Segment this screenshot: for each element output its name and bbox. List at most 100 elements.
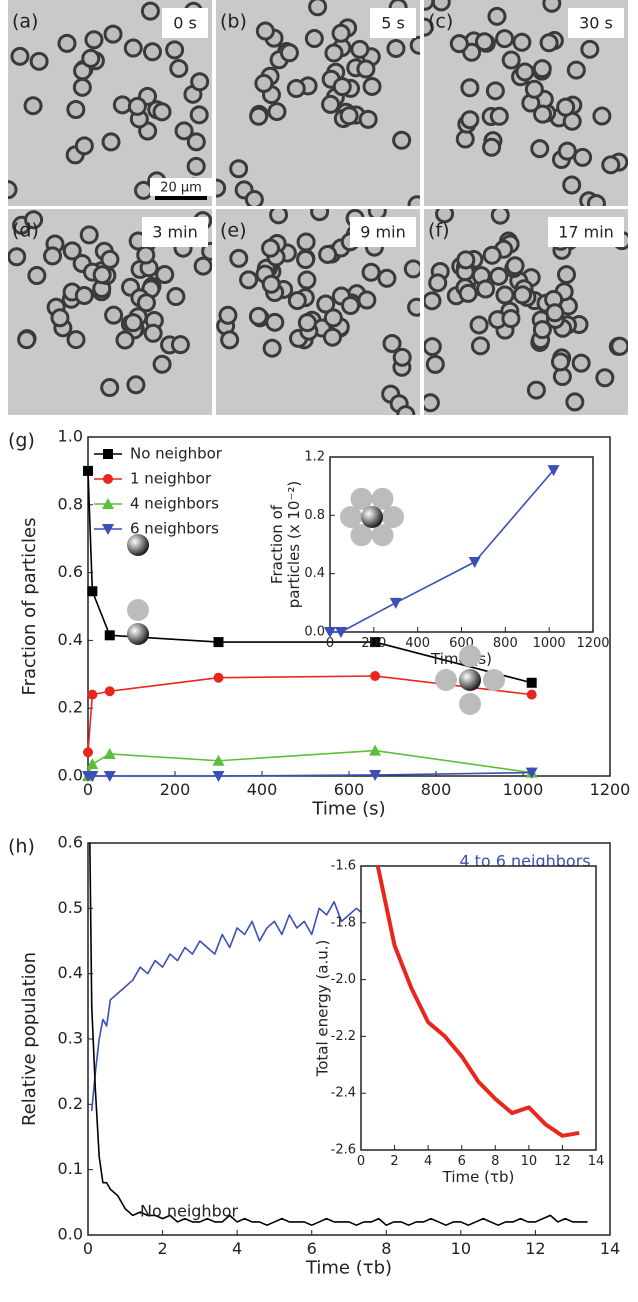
sphere-icon — [459, 669, 481, 691]
marker — [369, 744, 382, 756]
time-label: 17 min — [558, 223, 614, 242]
plot-frame — [360, 865, 597, 1151]
particle — [136, 245, 156, 265]
x-tick-label: 4 — [424, 1154, 432, 1169]
marker — [369, 769, 382, 781]
panel-label: (h) — [8, 836, 35, 858]
particle — [100, 249, 120, 269]
particle — [316, 294, 336, 314]
y-tick-label: 1.2 — [304, 450, 325, 465]
particle — [220, 330, 240, 350]
particle — [533, 104, 553, 124]
particle — [424, 393, 440, 413]
particle — [190, 72, 210, 92]
x-tick-label: 1000 — [533, 636, 566, 651]
sphere-icon — [127, 623, 149, 645]
particle — [287, 291, 307, 311]
particle — [386, 38, 406, 58]
marker — [334, 627, 347, 638]
neighbor-sphere — [350, 487, 373, 510]
x-tick-label: 6 — [458, 1154, 466, 1169]
particle — [84, 30, 104, 50]
particle — [165, 40, 185, 60]
particle — [358, 109, 378, 129]
particle — [489, 266, 509, 286]
y-axis-label: Fraction of particles — [19, 518, 40, 696]
particle — [542, 0, 562, 13]
particle — [104, 305, 124, 325]
particle — [474, 32, 494, 52]
particle — [610, 336, 628, 356]
marker — [324, 627, 336, 638]
y-tick-label: -1.6 — [331, 859, 356, 874]
inset-bg — [361, 866, 596, 1150]
particle — [127, 96, 147, 116]
particle — [261, 274, 281, 294]
particle — [103, 24, 123, 44]
particle — [556, 265, 576, 285]
particle — [482, 245, 502, 265]
marker — [103, 771, 116, 782]
legend-label: 6 neighbors — [130, 520, 219, 538]
y-tick-label: 0.2 — [58, 698, 83, 717]
particle — [92, 265, 112, 285]
particle — [565, 392, 585, 412]
particle — [341, 296, 361, 316]
particle — [254, 73, 274, 93]
marker — [213, 672, 224, 683]
legend-label: 4 neighbors — [130, 495, 219, 513]
particle — [255, 21, 275, 41]
particle — [532, 59, 552, 79]
x-axis-label: Time (τb) — [442, 1168, 515, 1186]
particle — [458, 283, 478, 303]
time-box — [568, 8, 624, 38]
x-tick-label: 600 — [334, 780, 365, 799]
neighbor-sphere — [483, 669, 505, 691]
x-axis-label: Time (s) — [311, 799, 385, 820]
x-tick-label: 0 — [83, 780, 93, 799]
time-label: 5 s — [381, 14, 405, 33]
particle — [265, 312, 285, 332]
particle — [595, 368, 615, 388]
particle — [532, 320, 552, 340]
particle — [545, 303, 565, 323]
y-axis-label: Relative population — [19, 952, 40, 1126]
particle — [57, 33, 77, 53]
particle — [505, 256, 525, 276]
particle — [557, 141, 577, 161]
particle — [539, 33, 559, 53]
particle — [267, 102, 287, 122]
particle — [485, 81, 505, 101]
particle — [140, 1, 160, 21]
time-box — [350, 217, 416, 247]
particle — [377, 268, 397, 288]
series-line — [89, 842, 588, 1226]
particle — [495, 285, 515, 305]
particle — [586, 194, 606, 206]
neighbor-sphere — [340, 506, 362, 528]
particle — [456, 250, 476, 270]
particle — [43, 246, 63, 266]
particle — [297, 270, 317, 290]
sphere-icon — [361, 506, 383, 528]
particle — [407, 195, 420, 206]
particle — [332, 77, 352, 97]
particle — [482, 137, 502, 157]
particle — [580, 39, 600, 59]
x-tick-label: 12 — [554, 1154, 571, 1169]
particle — [392, 130, 412, 150]
x-tick-label: 4 — [232, 1239, 242, 1258]
particle — [74, 286, 94, 306]
marker — [83, 747, 93, 758]
particle — [515, 62, 535, 82]
y-tick-label: 0.8 — [58, 494, 83, 513]
marker — [83, 465, 93, 476]
x-tick-label: 1200 — [590, 780, 631, 799]
marker — [547, 465, 560, 477]
particle — [248, 306, 268, 326]
particle — [350, 39, 370, 59]
x-tick-label: 400 — [405, 636, 430, 651]
x-tick-label: 2 — [390, 1154, 398, 1169]
particle — [8, 247, 27, 267]
